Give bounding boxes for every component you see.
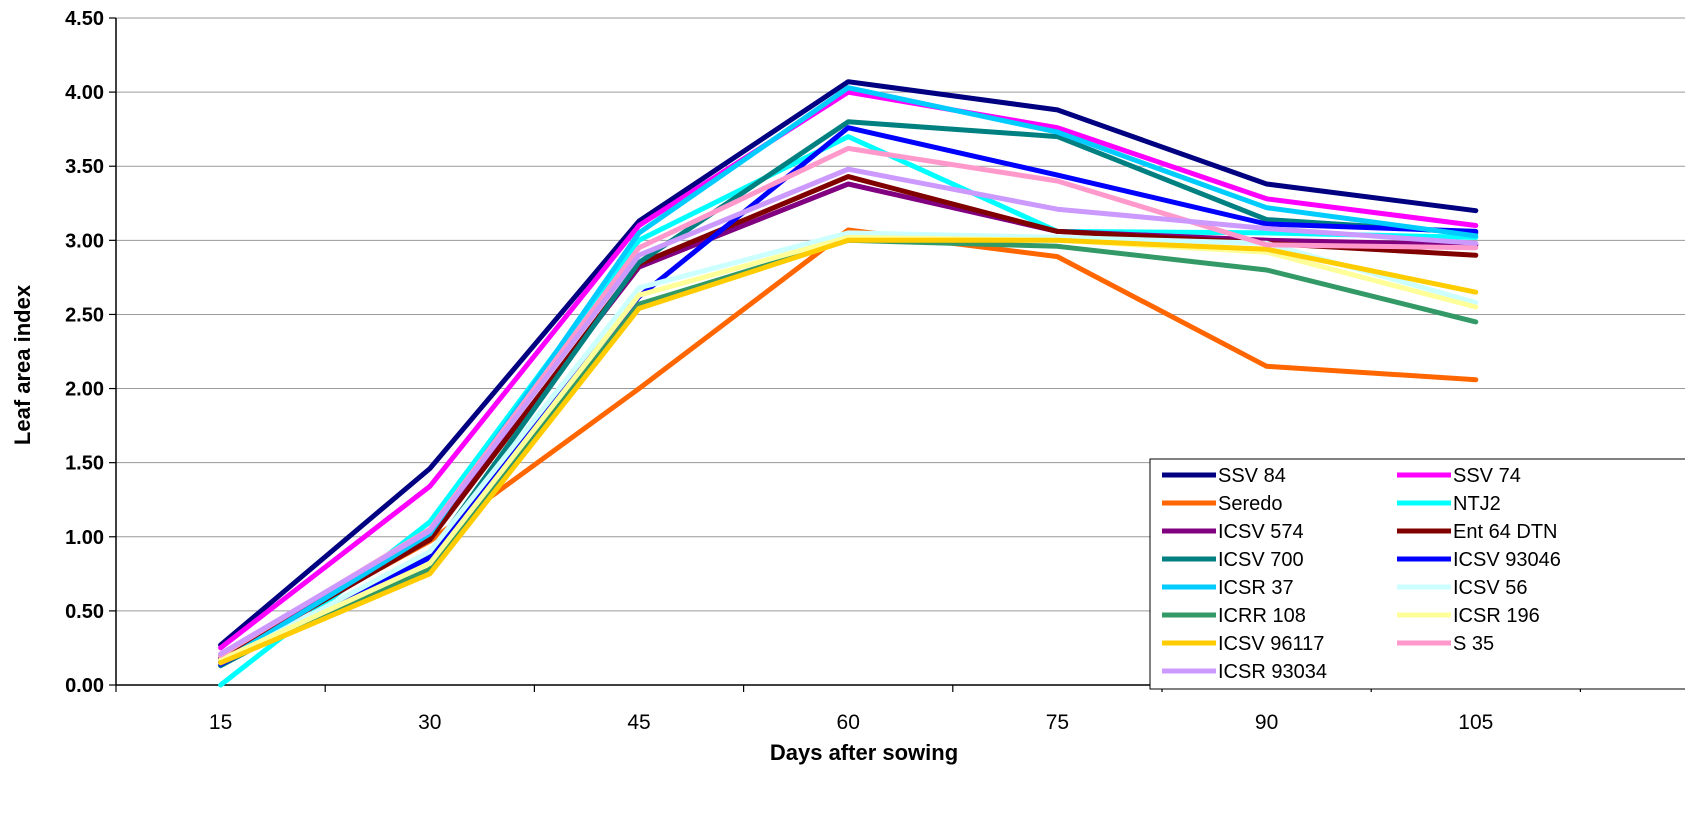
legend-item: Ent 64 DTN bbox=[1397, 521, 1557, 543]
x-tick-label: 30 bbox=[418, 711, 441, 734]
x-tick-label: 90 bbox=[1255, 711, 1278, 734]
y-tick-label: 0.50 bbox=[65, 601, 104, 623]
legend-label: Ent 64 DTN bbox=[1453, 521, 1557, 543]
legend-item: SSV 74 bbox=[1397, 465, 1521, 487]
legend-item: ICSV 574 bbox=[1162, 521, 1304, 543]
x-axis-title: Days after sowing bbox=[770, 740, 958, 765]
legend-label: ICSV 700 bbox=[1218, 549, 1304, 571]
legend-item: ICSR 93034 bbox=[1162, 661, 1327, 683]
legend-label: ICSV 574 bbox=[1218, 521, 1304, 543]
legend-label: ICSV 96117 bbox=[1218, 633, 1324, 655]
series-line-icsv-93046 bbox=[218, 125, 1479, 667]
legend: SSV 84 SSV 74 Seredo NTJ2 ICSV 574 Ent 64 DTN… bbox=[1149, 458, 1685, 690]
legend-item: ICSV 700 bbox=[1162, 549, 1304, 571]
y-axis-ticks: 0.00 0.50 1.00 1.50 2.00 2.50 3.00 3.50 4.00 4.50 bbox=[65, 8, 116, 697]
series-line-icsr-93034 bbox=[218, 166, 1479, 657]
legend-item: SSV 84 bbox=[1162, 465, 1286, 487]
series-lines bbox=[218, 79, 1479, 688]
legend-label: ICSR 93034 bbox=[1218, 661, 1327, 683]
legend-item: ICSV 56 bbox=[1397, 577, 1527, 599]
legend-label: SSV 74 bbox=[1453, 465, 1521, 487]
legend-label: Seredo bbox=[1218, 493, 1283, 515]
legend-label: ICSR 196 bbox=[1453, 605, 1540, 627]
series-line-icsr-37 bbox=[218, 85, 1479, 666]
x-tick-label: 105 bbox=[1458, 711, 1493, 734]
legend-item: NTJ2 bbox=[1397, 493, 1501, 515]
x-tick-label: 45 bbox=[627, 711, 650, 734]
y-tick-label: 2.50 bbox=[65, 304, 104, 326]
legend-item: ICRR 108 bbox=[1162, 605, 1306, 627]
y-tick-label: 3.50 bbox=[65, 156, 104, 178]
legend-label: ICSV 93046 bbox=[1453, 549, 1561, 571]
legend-item: ICSR 196 bbox=[1397, 605, 1540, 627]
legend-label: SSV 84 bbox=[1218, 465, 1286, 487]
y-tick-label: 4.00 bbox=[65, 82, 104, 104]
legend-item: ICSV 93046 bbox=[1397, 549, 1561, 571]
legend-box bbox=[1149, 458, 1685, 690]
y-tick-label: 4.50 bbox=[65, 8, 104, 30]
x-tick-label: 60 bbox=[837, 711, 860, 734]
legend-label: S 35 bbox=[1453, 633, 1494, 655]
series-line-icsr-196 bbox=[218, 234, 1479, 663]
series-line-ntj2 bbox=[218, 134, 1479, 688]
series-line-icsv-96117 bbox=[218, 237, 1479, 666]
legend-item: ICSV 96117 bbox=[1162, 633, 1324, 655]
legend-label: NTJ2 bbox=[1453, 493, 1501, 515]
y-axis-title: Leaf area index bbox=[10, 284, 35, 445]
series-line-ssv-74 bbox=[218, 89, 1479, 651]
legend-item: Seredo bbox=[1162, 493, 1283, 515]
legend-label: ICSR 37 bbox=[1218, 577, 1294, 599]
legend-item: ICSR 37 bbox=[1162, 577, 1294, 599]
legend-item: S 35 bbox=[1397, 633, 1494, 655]
series-line-ssv-84 bbox=[218, 79, 1479, 648]
y-tick-label: 2.00 bbox=[65, 379, 104, 401]
x-tick-label: 75 bbox=[1046, 711, 1069, 734]
y-tick-label: 0.00 bbox=[65, 675, 104, 697]
y-tick-label: 1.50 bbox=[65, 453, 104, 475]
legend-label: ICSV 56 bbox=[1453, 577, 1527, 599]
y-tick-label: 3.00 bbox=[65, 230, 104, 252]
y-tick-label: 1.00 bbox=[65, 527, 104, 549]
x-tick-label: 15 bbox=[209, 711, 232, 734]
legend-label: ICRR 108 bbox=[1218, 605, 1306, 627]
x-axis-ticks: 15 30 45 60 75 90 105 bbox=[115, 685, 1582, 734]
